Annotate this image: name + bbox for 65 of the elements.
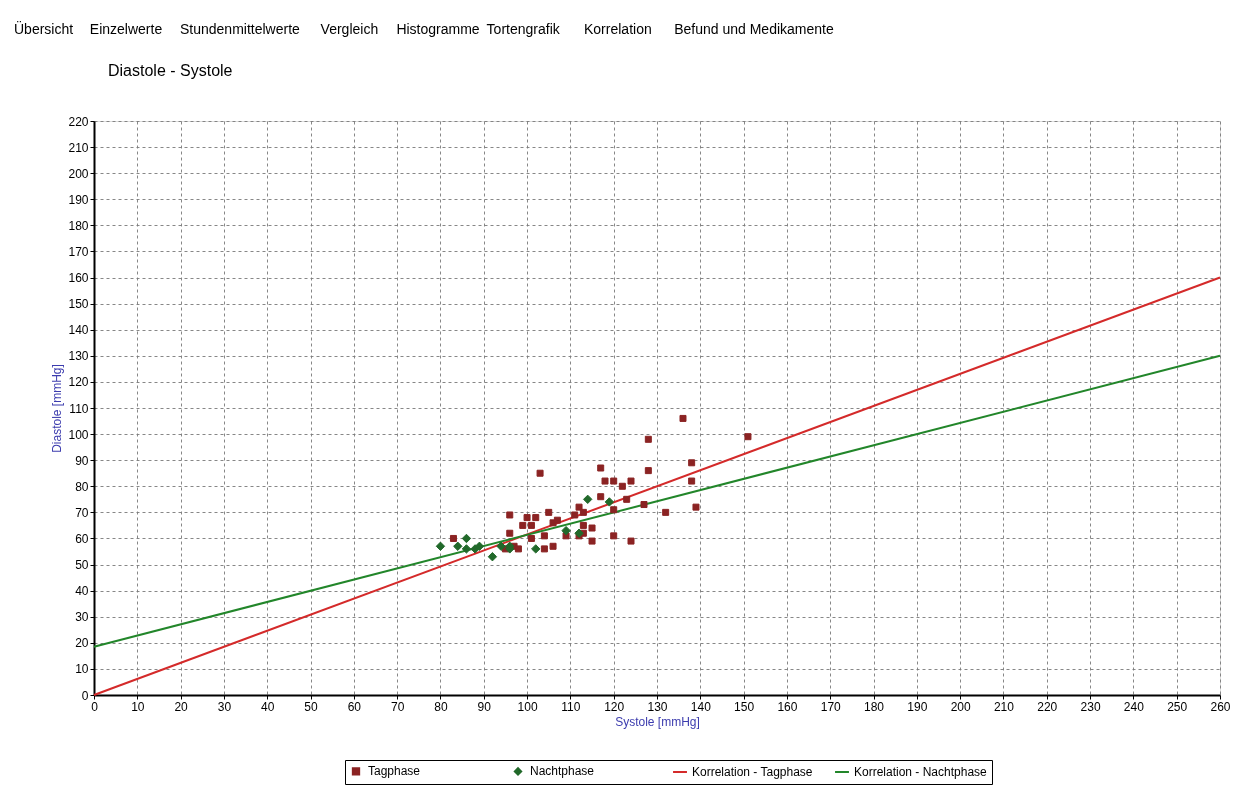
text: Übersicht xyxy=(14,20,74,37)
x-tick-label: 200 xyxy=(950,699,971,714)
x-tick-label: 50 xyxy=(304,699,319,714)
legend-label: Tagphase xyxy=(368,764,421,779)
y-tick-label: 80 xyxy=(75,479,89,494)
y-axis-title: Diastole [mmHg] xyxy=(50,364,65,453)
y-tick-label: 130 xyxy=(68,349,89,364)
text: Befund und Medikamente xyxy=(674,21,834,37)
x-tick-label: 160 xyxy=(777,699,798,714)
x-tick-label: 10 xyxy=(131,699,145,714)
x-tick-label: 110 xyxy=(561,699,581,714)
x-tick-label: 250 xyxy=(1167,699,1188,714)
x-tick-label: 20 xyxy=(174,699,189,714)
x-tick-label: 260 xyxy=(1210,699,1231,714)
y-tick-label: 50 xyxy=(75,558,89,573)
legend-label: Nachtphase xyxy=(530,764,595,779)
x-tick-label: 100 xyxy=(517,699,538,714)
text: Stundenmittelwerte xyxy=(180,21,301,37)
text: Tortengrafik xyxy=(486,21,561,37)
y-tick-label: 170 xyxy=(68,244,89,259)
x-tick-label: 230 xyxy=(1080,699,1101,714)
text: Histogramme xyxy=(396,21,480,37)
y-tick-label: 70 xyxy=(75,505,89,520)
text: Korrelation xyxy=(584,21,652,37)
y-tick-label: 150 xyxy=(68,297,89,312)
x-tick-label: 150 xyxy=(734,699,755,714)
y-tick-label: 40 xyxy=(75,584,89,599)
text: Einzelwerte xyxy=(89,21,163,37)
y-tick-label: 210 xyxy=(68,140,89,155)
y-tick-label: 120 xyxy=(68,375,89,390)
x-tick-label: 60 xyxy=(347,699,362,714)
y-tick-label: 190 xyxy=(68,192,89,207)
x-tick-label: 140 xyxy=(690,699,712,714)
y-tick-label: 140 xyxy=(68,323,89,338)
x-tick-label: 0 xyxy=(91,699,99,714)
x-tick-label: 30 xyxy=(217,699,232,714)
y-tick-label: 60 xyxy=(75,531,89,546)
x-tick-label: 80 xyxy=(434,699,448,714)
x-tick-label: 220 xyxy=(1037,699,1058,714)
y-tick-label: 180 xyxy=(68,218,89,233)
x-tick-label: 130 xyxy=(647,699,668,714)
chart-title: Diastole - Systole xyxy=(108,62,233,79)
y-tick-label: 220 xyxy=(68,114,89,129)
y-tick-label: 0 xyxy=(81,688,89,703)
x-tick-label: 170 xyxy=(820,699,842,714)
x-tick-label: 240 xyxy=(1123,699,1145,714)
text: Vergleich xyxy=(320,21,379,37)
legend-label: Korrelation - Nachtphase xyxy=(854,765,988,779)
y-tick-label: 160 xyxy=(68,271,89,286)
y-tick-label: 10 xyxy=(75,662,89,677)
x-tick-label: 210 xyxy=(993,699,1015,714)
y-tick-label: 100 xyxy=(68,427,89,442)
y-tick-label: 30 xyxy=(75,610,89,625)
x-tick-label: 90 xyxy=(477,699,492,714)
y-tick-label: 20 xyxy=(75,636,89,651)
x-axis-title: Systole [mmHg] xyxy=(615,714,700,729)
x-tick-label: 70 xyxy=(390,699,405,714)
y-tick-label: 200 xyxy=(68,166,89,181)
legend-label: Korrelation - Tagphase xyxy=(692,765,813,779)
y-tick-label: 90 xyxy=(75,453,89,468)
x-tick-label: 180 xyxy=(864,699,885,714)
y-tick-label: 110 xyxy=(69,401,89,416)
x-tick-label: 190 xyxy=(907,699,928,714)
x-tick-label: 120 xyxy=(604,699,625,714)
x-tick-label: 40 xyxy=(261,699,275,714)
